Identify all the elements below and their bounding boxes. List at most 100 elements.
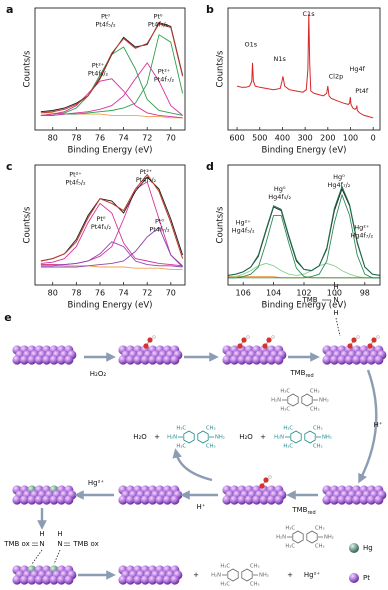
pt-surface [322, 345, 387, 365]
peak-annotation: Pt⁰ [153, 13, 162, 21]
peak-annotation: Hg⁰ [333, 173, 345, 181]
series-group [236, 14, 374, 119]
pt-atom [27, 495, 37, 505]
peak-annotation: Hg4f [349, 65, 365, 73]
legend-text: Hg [363, 544, 373, 552]
x-tick-label: 100 [327, 289, 342, 298]
x-tick-label: 74 [118, 134, 128, 143]
spectrum-panel: d 106 104 102 100 98 Binding Energy (eV) Counts… [206, 160, 381, 311]
scheme-text: H [39, 530, 44, 538]
pt-atom [12, 355, 22, 365]
scheme-text: H [333, 283, 338, 291]
o-atom [147, 337, 153, 343]
y-axis-label: Counts/s [23, 50, 33, 88]
pt-surface [322, 485, 387, 505]
tmb-molecule: H₃C CH₃ H₂N NH₂ H₃C CH₃ [211, 564, 269, 588]
scheme-text: TMB ox [3, 540, 30, 548]
series-group [40, 173, 184, 270]
adsorbed-peroxide [143, 335, 156, 349]
ring [227, 568, 239, 582]
panel-label: c [6, 160, 13, 173]
x-tick-label: 500 [252, 134, 267, 143]
pt-atom [162, 495, 172, 505]
pt-atom [155, 575, 165, 585]
pt-atom [237, 355, 247, 365]
o-atom [237, 343, 243, 349]
x-tick-label: 104 [266, 289, 281, 298]
pt-atom [42, 495, 52, 505]
pt-atom [170, 575, 180, 585]
pt-atom [49, 575, 59, 585]
spectrum-line [40, 226, 183, 268]
molecule-label: H₂N [271, 398, 281, 404]
pt-atom [49, 495, 59, 505]
peak-annotation: Pt4f₅/₂ [91, 223, 112, 231]
x-tick-label: 106 [236, 289, 251, 298]
o-atom [351, 337, 357, 343]
spectrum-line [40, 78, 183, 119]
pt-atom [155, 495, 165, 505]
panel-label: a [6, 3, 13, 16]
x-tick-label: 76 [95, 289, 105, 298]
y-axis-label: Counts/s [216, 206, 226, 244]
molecule-label: CH₃ [310, 389, 320, 395]
arrow [358, 369, 378, 484]
x-tick-label: 98 [360, 289, 370, 298]
pt-atom [266, 355, 276, 365]
molecule-label: CH₃ [206, 426, 216, 432]
molecule-label: H₃C [176, 426, 186, 432]
molecule-label: H₃C [280, 407, 290, 413]
series-group [228, 185, 380, 279]
pt-surface [12, 345, 77, 365]
h-bond [335, 317, 341, 337]
pt-atom [133, 355, 143, 365]
x-tick-label: 80 [48, 134, 58, 143]
molecule-label: H₂N [211, 573, 221, 579]
pt-atom [229, 495, 239, 505]
h-atom [152, 335, 156, 339]
pt-surface [12, 565, 77, 585]
peak-annotation: N1s [273, 55, 286, 63]
pt-atom [148, 575, 158, 585]
peak-annotation: Pt²⁺ [69, 171, 82, 179]
pt-atom [19, 575, 29, 585]
ring [304, 430, 316, 444]
plot-frame [34, 7, 186, 131]
x-tick-label: 70 [166, 134, 176, 143]
ring [241, 568, 253, 582]
pt-atom [352, 495, 362, 505]
adsorbed-peroxide [367, 335, 380, 349]
ring [287, 393, 299, 407]
spectrum-line [40, 173, 184, 262]
molecule-label: NH₂ [322, 435, 332, 441]
molecule-label: CH₃ [313, 444, 323, 450]
plot-frame [34, 164, 186, 286]
pt-atom [118, 575, 128, 585]
pt-atom [148, 495, 158, 505]
pt-atom [140, 575, 150, 585]
molecule-label: CH₃ [206, 444, 216, 450]
pt-atom [56, 355, 66, 365]
scheme-text: H⁺ [374, 421, 383, 429]
scheme-text: Hg²⁺ [304, 571, 321, 579]
scheme-text: + [260, 433, 266, 441]
pt-atom [140, 495, 150, 505]
molecule-label: H₃C [285, 526, 295, 532]
x-tick-label: 600 [229, 134, 244, 143]
pt-atom [34, 355, 44, 365]
panel-label: b [206, 3, 214, 16]
spectrum-line [40, 241, 183, 268]
pt-atom [344, 355, 354, 365]
peak-annotation: Pt⁰ [101, 13, 110, 21]
x-tick-label: 78 [71, 289, 81, 298]
molecule-label: H₂N [274, 435, 284, 441]
pt-atom [162, 355, 172, 365]
pt-surface [118, 485, 183, 505]
tmb-red-label: TMBred [291, 506, 315, 516]
spectrum-panel: c 80 78 76 74 72 70 Binding Energy (eV) Counts/s… [6, 160, 186, 311]
ring [197, 430, 209, 444]
o-atom [262, 343, 268, 349]
scheme-text: + [193, 571, 199, 579]
spectrum-line [40, 264, 183, 270]
pt-atom [322, 495, 332, 505]
